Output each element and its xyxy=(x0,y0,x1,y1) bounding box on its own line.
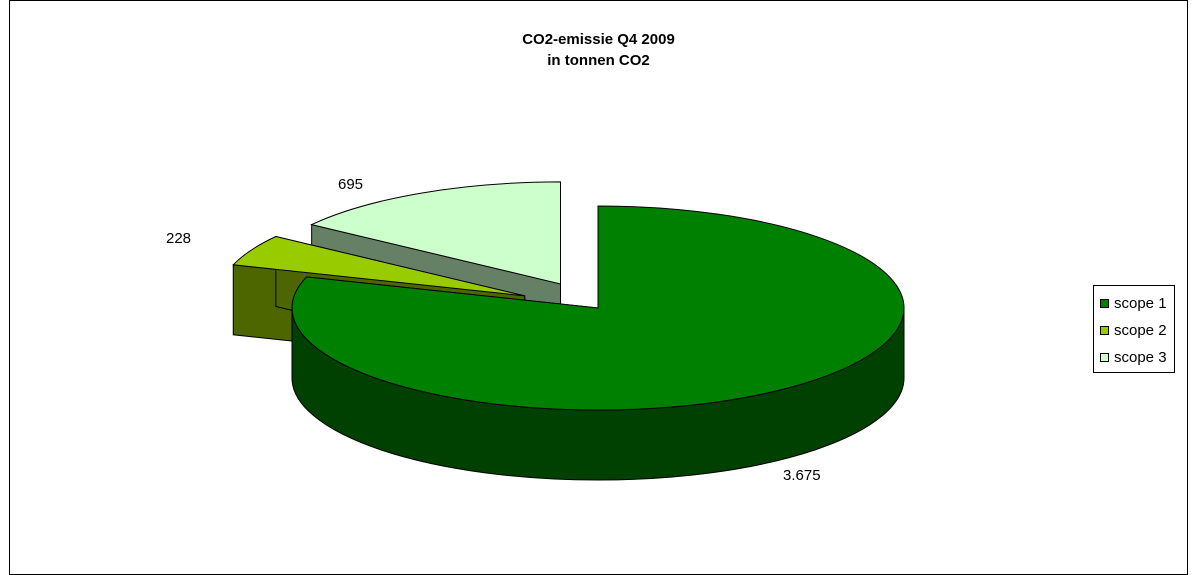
pie-slice-scope-1 xyxy=(291,205,905,481)
chart-title: CO2-emissie Q4 2009 xyxy=(522,31,675,48)
data-label-scope-1: 3.675 xyxy=(783,467,821,484)
pie-slice-top-scope-2 xyxy=(232,235,525,297)
data-label-scope-3: 695 xyxy=(338,176,364,193)
legend-swatch-scope-3 xyxy=(1100,352,1109,362)
pie-slice-top-scope-3 xyxy=(310,181,562,285)
legend-item-scope-3: scope 3 xyxy=(1100,348,1167,366)
legend-item-scope-2: scope 2 xyxy=(1100,321,1167,339)
legend: scope 1 scope 2 scope 3 xyxy=(1093,285,1175,373)
chart-subtitle: in tonnen CO2 xyxy=(547,52,650,69)
pie-slice-top-scope-1 xyxy=(291,205,905,411)
legend-swatch-scope-1 xyxy=(1100,298,1109,308)
legend-item-scope-1: scope 1 xyxy=(1100,294,1167,312)
legend-label-scope-1: scope 1 xyxy=(1114,294,1167,312)
legend-swatch-scope-2 xyxy=(1100,325,1109,335)
legend-label-scope-2: scope 2 xyxy=(1114,321,1167,339)
legend-label-scope-3: scope 3 xyxy=(1114,348,1167,366)
data-label-scope-2: 228 xyxy=(166,230,192,247)
